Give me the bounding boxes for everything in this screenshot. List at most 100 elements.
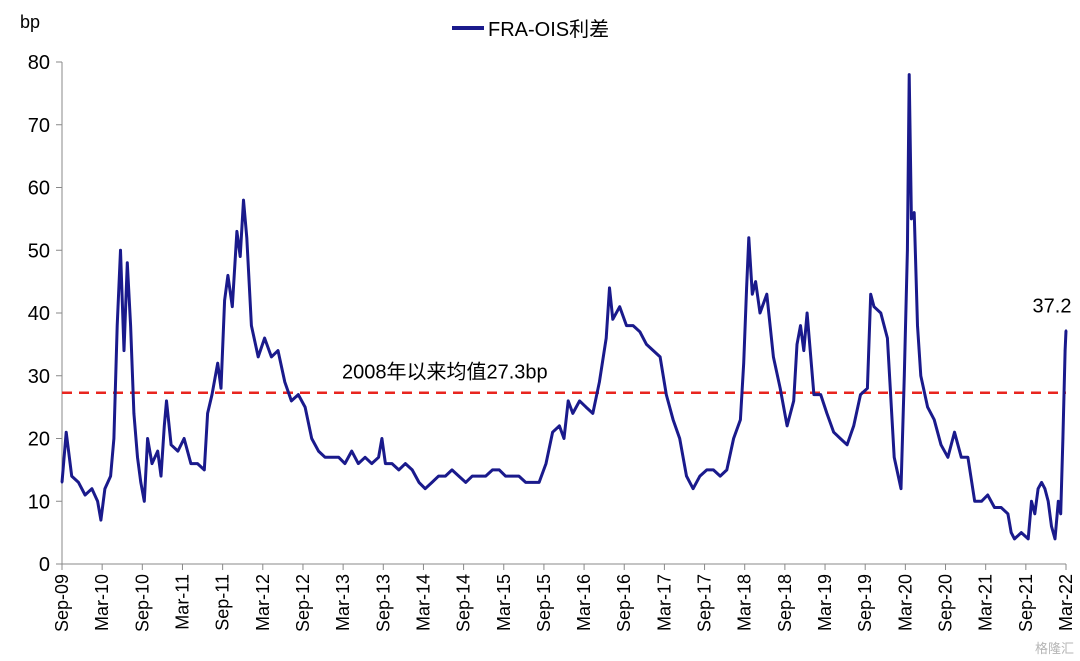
series-point (163, 424, 166, 428)
series-point (239, 255, 242, 258)
series-point (537, 481, 541, 484)
series-point (210, 393, 214, 396)
series-point (250, 324, 253, 327)
series-point (103, 487, 107, 490)
series-point (1030, 500, 1033, 503)
series-point (1063, 349, 1067, 352)
series-point (330, 456, 334, 459)
series-point (235, 230, 239, 233)
series-point (297, 393, 300, 396)
series-point (70, 474, 73, 478)
series-point (839, 437, 842, 440)
series-point (357, 462, 360, 465)
series-point (665, 393, 668, 396)
series-point (671, 418, 675, 421)
series-point (176, 449, 180, 453)
series-point (772, 355, 775, 359)
series-point (116, 324, 119, 327)
x-tick-label: Mar-18 (735, 574, 755, 631)
series-point (112, 437, 116, 440)
series-point (223, 299, 226, 302)
x-tick-label: Sep-20 (936, 574, 956, 632)
series-point (638, 330, 642, 333)
series-point (1061, 437, 1065, 440)
series-point (276, 349, 280, 352)
series-point (257, 355, 260, 359)
series-point (444, 474, 447, 478)
x-tick-label: Sep-11 (213, 574, 233, 631)
legend-label: FRA-OIS利差 (488, 18, 609, 41)
series-point (1036, 487, 1040, 490)
series-point (457, 474, 460, 478)
x-tick-label: Mar-17 (654, 574, 674, 631)
series-point (231, 305, 234, 308)
series-point (511, 474, 514, 478)
series-point (517, 474, 521, 478)
series-point (795, 343, 799, 346)
series-point (578, 399, 581, 403)
x-tick-label: Mar-12 (253, 574, 273, 631)
series-point (859, 393, 862, 396)
series-point (751, 293, 754, 296)
series-point (825, 412, 829, 415)
series-point (908, 73, 911, 76)
series-point (310, 437, 313, 440)
x-tick-label: Mar-15 (494, 574, 514, 631)
series-point (450, 468, 454, 472)
y-ticks: 0 10 20 30 40 50 60 70 80 (28, 52, 62, 576)
series-point (966, 456, 970, 459)
series-point (567, 399, 570, 403)
series-point (652, 349, 655, 352)
series-point (886, 336, 889, 340)
series-point (1013, 537, 1016, 541)
series-point (411, 468, 414, 472)
series-point (90, 487, 94, 490)
series-point (156, 449, 159, 453)
series-point (132, 412, 136, 415)
series-point (196, 462, 199, 465)
series-point (953, 431, 956, 434)
series-point (337, 456, 340, 459)
series-point (926, 405, 929, 409)
series-point (698, 474, 702, 478)
series-point (812, 393, 816, 396)
series-point (879, 311, 882, 315)
series-point (122, 349, 126, 352)
series-point (631, 324, 635, 327)
x-tick-label: Mar-22 (1056, 574, 1076, 631)
series-point (219, 387, 223, 390)
x-tick-label: Sep-18 (775, 574, 795, 632)
series-point (719, 474, 722, 478)
series-point (126, 261, 129, 264)
series-point (802, 349, 805, 352)
series-point (206, 412, 209, 415)
series-point (146, 437, 149, 440)
x-tick-label: Mar-11 (172, 574, 192, 630)
series-point (169, 443, 173, 446)
x-tick-label: Sep-21 (1016, 574, 1036, 632)
x-tick-label: Sep-14 (454, 574, 474, 632)
series-point (1047, 500, 1050, 503)
series-point (872, 305, 876, 308)
series-point (430, 481, 434, 484)
series-point (109, 474, 112, 478)
series-point (242, 198, 245, 202)
legend: FRA-OIS利差 (452, 18, 609, 41)
series-point (960, 456, 963, 459)
y-tick-label: 30 (28, 366, 50, 388)
series-point (99, 518, 103, 522)
series-point (712, 468, 715, 472)
series-point (397, 468, 400, 472)
series-point (747, 236, 750, 239)
series-point (377, 456, 380, 459)
series-point (323, 456, 327, 459)
series-point (504, 474, 507, 478)
x-tick-label: Sep-10 (132, 574, 152, 632)
series-point (380, 437, 384, 440)
series-point (150, 462, 154, 465)
series-point (913, 211, 916, 214)
series-point (611, 318, 614, 321)
watermark: 格隆汇 (1034, 642, 1074, 657)
series-point (739, 418, 742, 421)
x-tick-label: Sep-16 (614, 574, 634, 632)
